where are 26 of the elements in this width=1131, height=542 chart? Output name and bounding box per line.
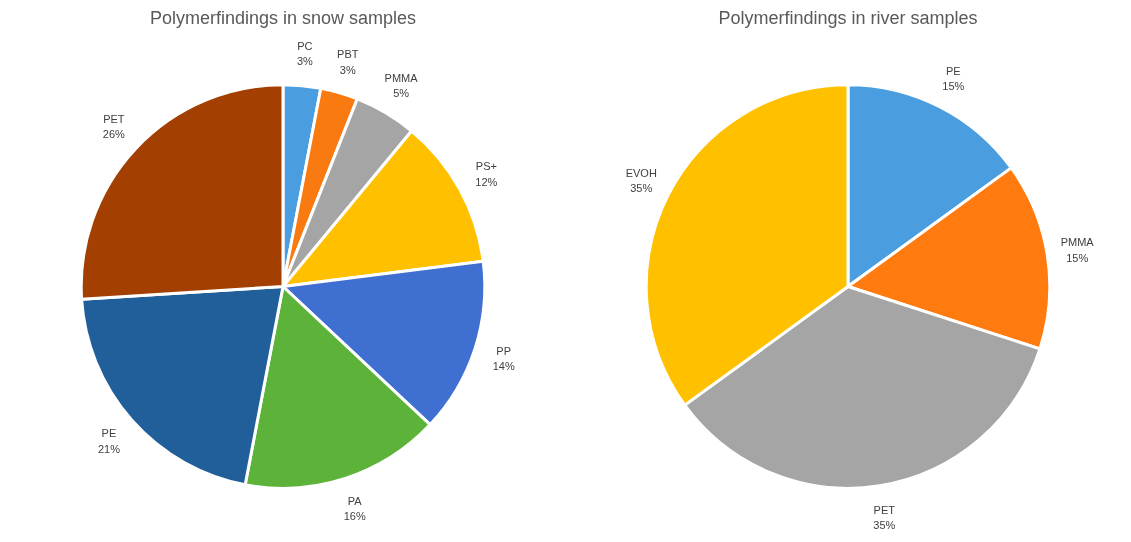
slice-label: PMMA xyxy=(1060,236,1095,249)
data-label: 21% xyxy=(97,442,121,455)
data-label: 5% xyxy=(393,86,410,99)
slice-label: PMMA xyxy=(384,71,419,84)
data-label: 35% xyxy=(873,518,896,531)
slice-label: PE xyxy=(101,427,117,440)
data-label: 35% xyxy=(630,182,653,195)
slice-label: PET xyxy=(103,112,125,125)
slice-label: PET xyxy=(873,503,896,516)
data-label: 16% xyxy=(343,510,366,523)
data-label: 15% xyxy=(942,79,965,92)
data-label: 26% xyxy=(102,128,126,141)
slice-label: EVOH xyxy=(625,166,657,179)
slice-label: PBT xyxy=(337,48,359,61)
data-label: 14% xyxy=(492,360,515,373)
chart-title: Polymerfindings in river samples xyxy=(718,7,978,28)
slice-label: PE xyxy=(946,64,961,77)
data-label: 3% xyxy=(296,55,314,68)
data-label: 15% xyxy=(1066,251,1089,264)
data-label: 3% xyxy=(339,63,356,76)
slice-label: PS+ xyxy=(475,160,497,173)
chart-title: Polymerfindings in snow samples xyxy=(149,7,417,28)
slice-label: PC xyxy=(297,40,313,53)
slice-label: PA xyxy=(347,495,363,508)
data-label: 12% xyxy=(475,175,498,188)
slice-label: PP xyxy=(496,345,512,358)
